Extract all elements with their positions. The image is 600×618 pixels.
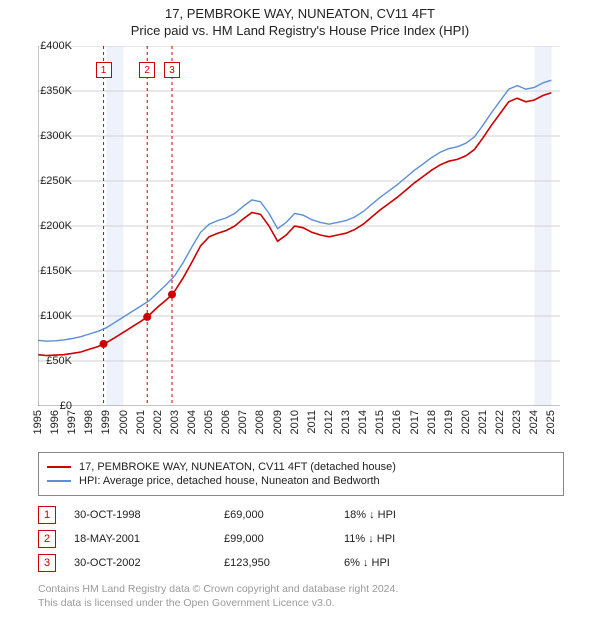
x-axis-tick-label: 2025: [545, 410, 557, 434]
sale-date: 18-MAY-2001: [74, 533, 224, 545]
x-axis-tick-label: 2021: [477, 410, 489, 434]
legend-label: 17, PEMBROKE WAY, NUNEATON, CV11 4FT (de…: [79, 461, 396, 473]
x-axis-tick-label: 2014: [357, 410, 369, 434]
sale-date: 30-OCT-2002: [74, 557, 224, 569]
sale-hpi-diff: 6% ↓ HPI: [344, 557, 464, 569]
sale-marker-badge: 3: [38, 554, 56, 572]
x-axis-tick-label: 2011: [306, 410, 318, 434]
x-axis-tick-label: 2012: [323, 410, 335, 434]
x-axis-tick-label: 2005: [203, 410, 215, 434]
chart-marker-badge: 2: [139, 62, 155, 78]
title-block: 17, PEMBROKE WAY, NUNEATON, CV11 4FT Pri…: [0, 0, 600, 40]
x-axis-tick-label: 2009: [272, 410, 284, 434]
y-axis-tick-label: £350K: [40, 85, 72, 97]
x-axis-tick-label: 2019: [443, 410, 455, 434]
y-axis-tick-label: £400K: [40, 40, 72, 52]
x-axis-tick-label: 2002: [152, 410, 164, 434]
line-chart-svg: [38, 46, 560, 406]
x-axis-tick-label: 2013: [340, 410, 352, 434]
sale-row: 2 18-MAY-2001£99,00011% ↓ HPI: [38, 530, 546, 548]
legend-row: 17, PEMBROKE WAY, NUNEATON, CV11 4FT (de…: [47, 461, 555, 473]
x-axis-tick-label: 2024: [528, 410, 540, 434]
x-axis-tick-label: 2018: [426, 410, 438, 434]
x-axis-tick-label: 1997: [66, 410, 78, 434]
chart-marker-badge: 3: [164, 62, 180, 78]
x-axis-tick-label: 2001: [135, 410, 147, 434]
sale-row: 3 30-OCT-2002£123,9506% ↓ HPI: [38, 554, 546, 572]
x-axis-tick-label: 2008: [254, 410, 266, 434]
y-axis-tick-label: £200K: [40, 220, 72, 232]
legend-label: HPI: Average price, detached house, Nune…: [79, 475, 380, 487]
x-axis-tick-label: 2017: [409, 410, 421, 434]
legend-row: HPI: Average price, detached house, Nune…: [47, 475, 555, 487]
sale-hpi-diff: 18% ↓ HPI: [344, 509, 464, 521]
y-axis-tick-label: £50K: [46, 355, 72, 367]
x-axis-tick-label: 2020: [460, 410, 472, 434]
x-axis-tick-label: 2022: [494, 410, 506, 434]
legend-swatch: [47, 466, 71, 468]
chart-container: 17, PEMBROKE WAY, NUNEATON, CV11 4FT Pri…: [0, 0, 600, 618]
sale-marker-badge: 2: [38, 530, 56, 548]
plot-area: 123£0£50K£100K£150K£200K£250K£300K£350K£…: [38, 46, 598, 406]
title-address: 17, PEMBROKE WAY, NUNEATON, CV11 4FT: [0, 6, 600, 21]
x-axis-tick-label: 2007: [237, 410, 249, 434]
footer-line-1: Contains HM Land Registry data © Crown c…: [38, 582, 558, 596]
x-axis-tick-label: 2010: [289, 410, 301, 434]
sale-marker-badge: 1: [38, 506, 56, 524]
title-subtitle: Price paid vs. HM Land Registry's House …: [0, 23, 600, 38]
sale-date: 30-OCT-1998: [74, 509, 224, 521]
x-axis-tick-label: 2015: [374, 410, 386, 434]
sale-price: £99,000: [224, 533, 344, 545]
x-axis-tick-label: 1998: [83, 410, 95, 434]
y-axis-tick-label: £250K: [40, 175, 72, 187]
x-axis-tick-label: 1996: [49, 410, 61, 434]
x-axis-tick-label: 2004: [186, 410, 198, 434]
sale-hpi-diff: 11% ↓ HPI: [344, 533, 464, 545]
legend: 17, PEMBROKE WAY, NUNEATON, CV11 4FT (de…: [38, 452, 564, 496]
attribution-footer: Contains HM Land Registry data © Crown c…: [38, 582, 558, 618]
x-axis-tick-label: 1999: [100, 410, 112, 434]
chart-marker-badge: 1: [96, 62, 112, 78]
x-axis-tick-label: 2016: [391, 410, 403, 434]
x-axis-tick-label: 2023: [511, 410, 523, 434]
sale-row: 1 30-OCT-1998£69,00018% ↓ HPI: [38, 506, 546, 524]
y-axis-tick-label: £300K: [40, 130, 72, 142]
footer-line-2: This data is licensed under the Open Gov…: [38, 596, 558, 610]
x-axis-tick-label: 2003: [169, 410, 181, 434]
sale-price: £69,000: [224, 509, 344, 521]
x-axis-tick-label: 2006: [220, 410, 232, 434]
sale-price: £123,950: [224, 557, 344, 569]
y-axis-tick-label: £100K: [40, 310, 72, 322]
legend-swatch: [47, 480, 71, 482]
x-axis-tick-label: 2000: [118, 410, 130, 434]
sales-table: 1 30-OCT-1998£69,00018% ↓ HPI 2 18-MAY-2001…: [38, 506, 546, 572]
y-axis-tick-label: £150K: [40, 265, 72, 277]
x-axis-tick-label: 1995: [32, 410, 44, 434]
